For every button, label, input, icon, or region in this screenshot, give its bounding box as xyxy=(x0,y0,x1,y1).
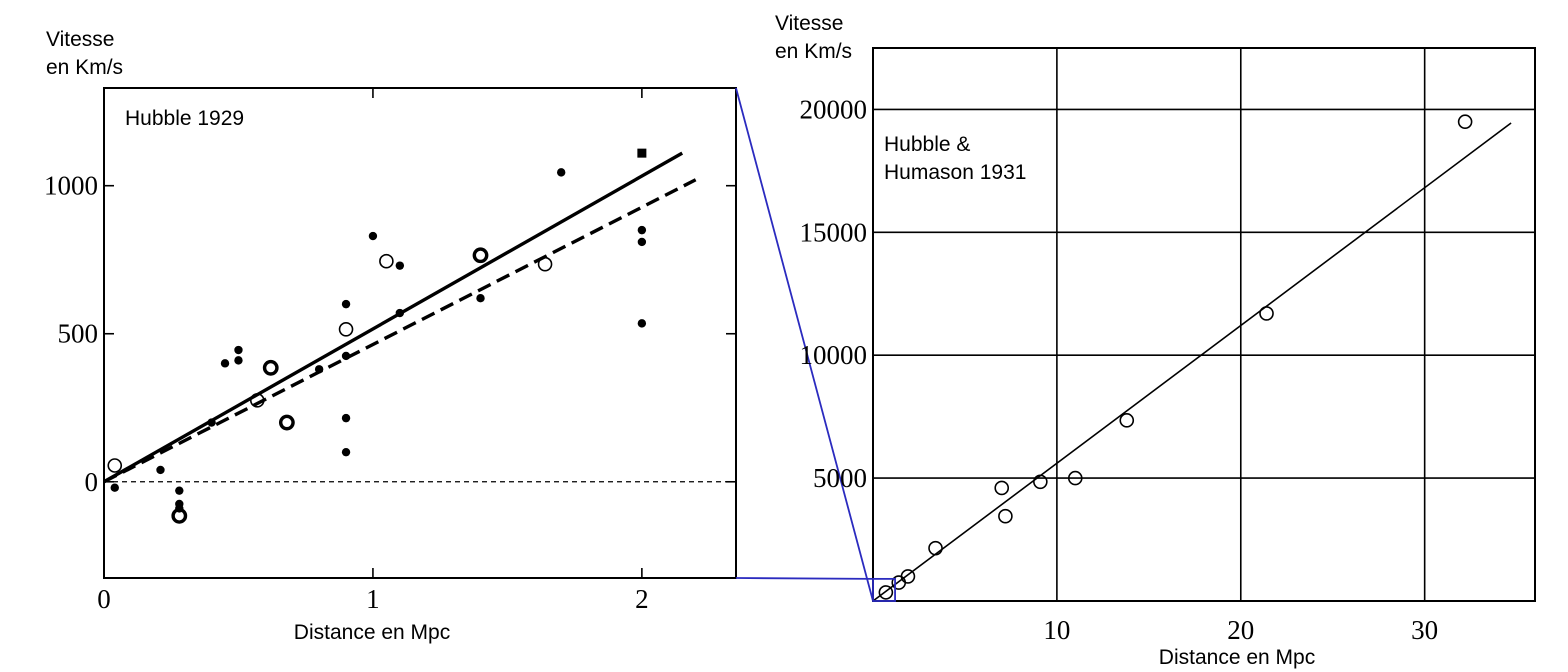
data-point-bold-open-28 xyxy=(262,359,279,376)
y-tick-label-2: 15000 xyxy=(800,217,868,247)
y-tick-label-1: 500 xyxy=(58,319,99,349)
hubble-1929-ylabel-line1: Vitesse xyxy=(46,28,115,51)
data-point-open-4 xyxy=(994,480,1010,496)
data-point-filled-8 xyxy=(234,356,243,365)
hubble-1929-ylabel-line2: en Km/s xyxy=(46,56,123,79)
data-point-filled-14 xyxy=(368,231,378,241)
hubble-humason-1931-chart: 5000 10000 15000 20000 10 20 30 Hubble & Humas… xyxy=(775,12,1536,669)
data-point-filled-12 xyxy=(341,413,351,423)
data-point-square-31 xyxy=(637,148,647,158)
data-point-filled-9 xyxy=(314,365,324,374)
y-tick-label-0: 5000 xyxy=(813,463,867,493)
x-tick-label-0: 0 xyxy=(97,584,111,614)
data-point-open-10 xyxy=(1457,114,1473,130)
data-point-filled-0 xyxy=(110,483,119,492)
data-point-open-9 xyxy=(1259,306,1274,321)
data-point-open-26 xyxy=(537,256,553,272)
hubble-humason-1931-fit-line xyxy=(872,122,1512,602)
x-tick-label-0: 10 xyxy=(1043,615,1070,645)
data-point-filled-18 xyxy=(556,168,566,177)
data-point-filled-17 xyxy=(476,294,485,303)
data-point-open-25 xyxy=(379,253,394,269)
zoom-connector-bottom xyxy=(735,577,874,580)
hubble-humason-1931-title-line1: Hubble & xyxy=(884,133,970,156)
hubble-1929-xlabel: Distance en Mpc xyxy=(294,621,450,644)
data-point-filled-21 xyxy=(637,319,647,328)
zoom-connector-top xyxy=(735,87,874,602)
data-point-open-22 xyxy=(107,458,123,473)
y-tick-label-3: 20000 xyxy=(800,94,868,124)
data-point-open-3 xyxy=(928,540,943,556)
y-tick-label-0: 0 xyxy=(85,467,99,497)
zoom-box xyxy=(872,577,896,602)
data-point-open-5 xyxy=(998,508,1013,524)
data-point-filled-5 xyxy=(207,418,216,427)
x-tick-label-1: 1 xyxy=(366,584,380,614)
data-point-filled-19 xyxy=(637,225,647,235)
data-point-filled-7 xyxy=(234,345,243,355)
hubble-humason-1931-plot-frame xyxy=(872,47,1536,602)
x-tick-label-2: 30 xyxy=(1411,615,1438,645)
hubble-humason-1931-axes: 5000 10000 15000 20000 10 20 30 xyxy=(800,47,1536,645)
fit-line-0 xyxy=(872,122,1512,602)
hubble-1929-fit-lines xyxy=(103,151,736,484)
data-point-filled-13 xyxy=(341,447,351,457)
data-point-open-23 xyxy=(249,393,265,408)
data-point-open-24 xyxy=(338,321,354,337)
data-point-open-6 xyxy=(1033,474,1048,490)
fit-line-solid xyxy=(103,151,684,484)
y-tick-label-2: 1000 xyxy=(44,171,98,201)
data-point-filled-11 xyxy=(341,351,351,361)
hubble-1929-title: Hubble 1929 xyxy=(125,107,244,130)
zoom-rectangle xyxy=(872,577,896,602)
data-point-bold-open-30 xyxy=(472,247,489,264)
hubble-1929-plot-frame xyxy=(103,87,737,579)
hubble-humason-1931-data-points xyxy=(878,114,1473,600)
hubble-1929-data-points xyxy=(107,148,647,524)
fit-line-dashed xyxy=(103,178,697,484)
data-point-filled-1 xyxy=(156,465,165,475)
data-point-filled-15 xyxy=(395,261,405,270)
hubble-humason-1931-xlabel: Distance en Mpc xyxy=(1159,646,1315,669)
data-point-open-2 xyxy=(900,569,916,584)
data-point-open-0 xyxy=(878,585,894,600)
data-point-filled-6 xyxy=(220,359,230,368)
data-point-filled-16 xyxy=(395,308,405,318)
hubble-humason-1931-title-line2: Humason 1931 xyxy=(884,161,1026,184)
data-point-filled-10 xyxy=(341,299,351,309)
data-point-bold-open-27 xyxy=(171,507,188,524)
data-point-filled-20 xyxy=(637,237,647,247)
hubble-humason-1931-ylabel-line1: Vitesse xyxy=(775,12,844,35)
x-tick-label-2: 2 xyxy=(635,584,649,614)
zoom-connector-lines xyxy=(735,87,874,602)
data-point-open-7 xyxy=(1067,470,1083,486)
data-point-filled-2 xyxy=(175,486,184,495)
hubble-humason-1931-ylabel-line2: en Km/s xyxy=(775,40,852,63)
data-point-bold-open-29 xyxy=(278,414,295,431)
y-tick-label-1: 10000 xyxy=(800,340,868,370)
x-tick-label-1: 20 xyxy=(1227,615,1254,645)
data-point-open-8 xyxy=(1119,413,1135,428)
hubble-humason-1931-grid xyxy=(873,48,1535,601)
hubble-1929-axes: 0 500 1000 0 1 2 xyxy=(44,87,737,614)
